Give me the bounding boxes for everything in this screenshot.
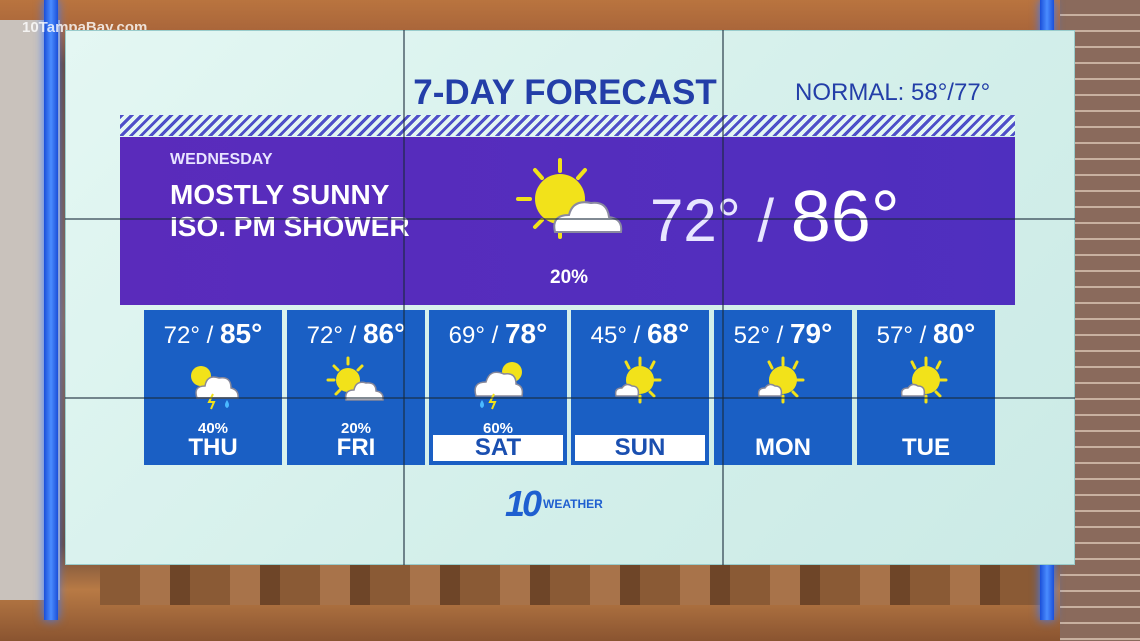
today-low: 72°	[650, 187, 741, 254]
precip-chance: 20%	[340, 420, 372, 437]
forecast-card-fri: 72° / 86° 20% FRI	[287, 310, 425, 465]
screen-seam	[65, 397, 1075, 399]
card-temps: 72° / 86°	[306, 318, 406, 349]
today-precip: 20%	[550, 267, 589, 288]
page-title: 7-DAY FORECAST	[413, 73, 717, 112]
sun-cloud-icon	[516, 158, 623, 239]
today-condition: MOSTLY SUNNY ISO. PM SHOWER	[170, 179, 410, 243]
today-day: WEDNESDAY	[170, 151, 273, 168]
sun-cloud-storm-rain-icon	[191, 366, 239, 410]
high-temp: 86°	[362, 318, 406, 349]
screen-seam	[403, 30, 405, 565]
today-temps: 72° / 86°	[650, 177, 900, 257]
today-panel: WEDNESDAY MOSTLY SUNNY ISO. PM SHOWER 20…	[120, 137, 1015, 305]
day-label: SUN	[575, 435, 705, 461]
high-temp: 85°	[219, 318, 263, 349]
card-temps: 45° / 68°	[590, 318, 690, 349]
low-temp: 72°	[163, 322, 200, 349]
forecast-card-tue: 57° / 80° TUE	[857, 310, 995, 465]
wood-platform	[100, 565, 1040, 605]
high-temp: 79°	[789, 318, 833, 349]
forecast-card-thu: 72° / 85° 40% THU	[144, 310, 282, 465]
forecast-card-mon: 52° / 79° MON	[714, 310, 852, 465]
day-label: MON	[755, 434, 811, 461]
high-temp: 80°	[932, 318, 976, 349]
10-weather-logo: 10 WEATHER	[505, 483, 603, 525]
precip-chance: 40%	[197, 420, 229, 437]
card-temps: 69° / 78°	[448, 318, 548, 349]
precip-chance: 60%	[482, 420, 514, 437]
led-pillar-left	[44, 0, 58, 620]
condition-line: ISO. PM SHOWER	[170, 211, 410, 242]
forecast-card-sun: 45° / 68° SUN	[571, 310, 709, 465]
today-high: 86°	[790, 177, 900, 257]
day-label: TUE	[902, 434, 950, 461]
sun-cloud-icon	[326, 356, 384, 401]
high-temp: 68°	[646, 318, 690, 349]
cloud-storm-rain-icon	[474, 362, 524, 410]
day-label: THU	[188, 434, 238, 461]
screen-seam	[65, 218, 1075, 220]
screen-seam	[722, 30, 724, 565]
day-label: SAT	[433, 435, 563, 461]
condition-line: MOSTLY SUNNY	[170, 179, 390, 210]
day-label: FRI	[336, 434, 376, 461]
low-temp: 69°	[448, 322, 485, 349]
sun-small-cloud-icon	[757, 356, 805, 404]
logo-text: WEATHER	[543, 497, 603, 511]
card-temps: 57° / 80°	[876, 318, 976, 349]
low-temp: 57°	[876, 322, 913, 349]
low-temp: 52°	[733, 322, 770, 349]
normal-temps: NORMAL: 58°/77°	[795, 79, 991, 106]
card-temps: 52° / 79°	[733, 318, 833, 349]
sun-small-cloud-icon	[900, 356, 948, 404]
sun-small-cloud-icon	[614, 356, 662, 404]
stripe-band	[120, 115, 1015, 136]
high-temp: 78°	[504, 318, 548, 349]
forecast-card-sat: 69° / 78° 60% SAT	[429, 310, 567, 465]
low-temp: 45°	[590, 322, 627, 349]
logo-number: 10	[505, 483, 542, 524]
low-temp: 72°	[306, 322, 343, 349]
card-temps: 72° / 85°	[163, 318, 263, 349]
